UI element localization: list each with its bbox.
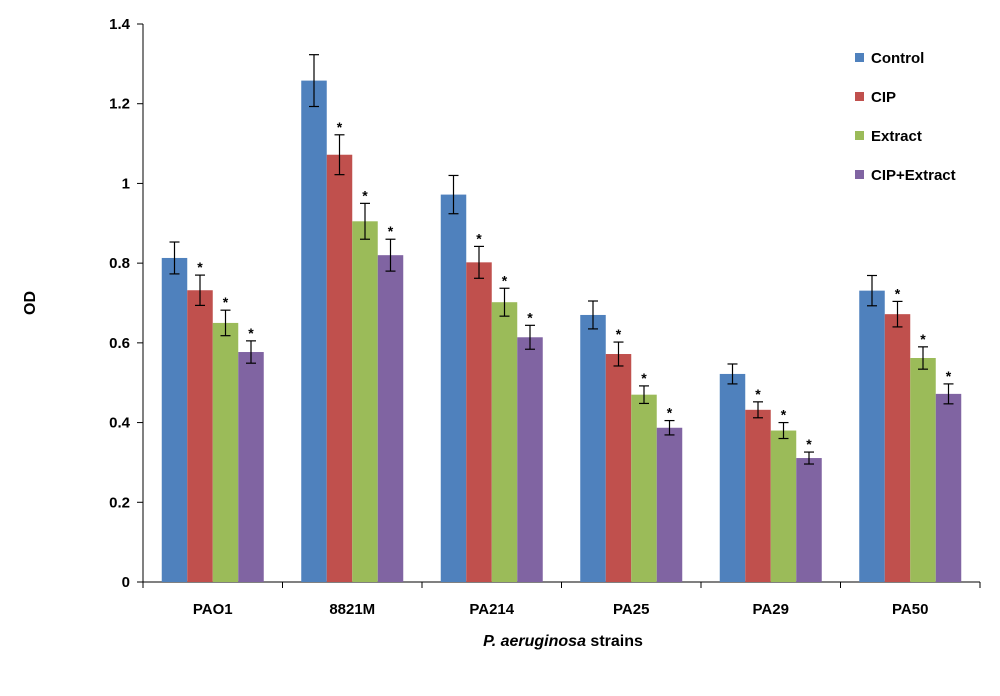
significance-star: * <box>337 119 343 135</box>
bar <box>770 430 797 582</box>
legend-label: CIP+Extract <box>871 167 956 184</box>
y-tick-label: 0.2 <box>109 494 130 511</box>
x-tick-label: PAO1 <box>193 601 233 618</box>
bar <box>884 314 911 582</box>
bar <box>491 302 518 582</box>
error-bars <box>169 54 954 465</box>
bar <box>517 337 543 582</box>
bar-groups <box>161 80 962 583</box>
y-axis <box>137 23 144 583</box>
significance-star: * <box>920 331 926 347</box>
significance-star: * <box>476 230 482 246</box>
x-tick-label: PA50 <box>892 601 928 618</box>
bar <box>212 322 239 582</box>
y-axis-title: OD <box>22 291 39 315</box>
y-tick-label: 0.4 <box>109 415 131 432</box>
y-tick-label: 0.6 <box>109 335 130 352</box>
significance-star: * <box>781 407 787 423</box>
bar <box>910 358 936 582</box>
bar <box>466 262 492 582</box>
significance-markers: * * * * * * * * * * * * * * * * * * <box>197 119 952 452</box>
x-tick-labels: PAO1 8821M PA214 PA25 PA29 PA50 <box>193 601 929 618</box>
legend-swatch <box>855 131 864 140</box>
significance-star: * <box>641 370 647 386</box>
x-tick-label: PA25 <box>613 601 649 618</box>
bar <box>859 290 885 582</box>
significance-star: * <box>527 309 533 325</box>
x-tick-label: PA214 <box>469 601 514 618</box>
bar <box>238 352 264 582</box>
bar <box>580 314 606 582</box>
bar <box>935 393 962 582</box>
y-tick-label: 1.4 <box>109 16 131 33</box>
legend-label: Extract <box>871 128 922 145</box>
x-axis-title: P. aeruginosa strains <box>483 633 643 650</box>
legend-swatch <box>855 92 864 101</box>
bar <box>187 290 213 582</box>
y-tick-label: 0 <box>122 574 130 591</box>
significance-star: * <box>755 386 761 402</box>
legend-label: Control <box>871 50 924 67</box>
x-axis-title-italic: P. aeruginosa <box>483 633 586 650</box>
y-tick-labels: 0 0.2 0.4 0.6 0.8 1 1.2 1.4 <box>109 16 131 591</box>
y-tick-label: 1 <box>122 175 130 192</box>
bar <box>631 394 657 582</box>
significance-star: * <box>806 436 812 452</box>
significance-star: * <box>197 259 203 275</box>
bar <box>440 194 467 583</box>
legend: Control CIP Extract CIP+Extract <box>855 50 956 184</box>
significance-star: * <box>388 223 394 239</box>
bar <box>352 221 378 583</box>
x-axis-title-rest: strains <box>586 633 643 650</box>
x-axis <box>142 581 981 588</box>
bar <box>796 458 822 582</box>
legend-swatch <box>855 170 864 179</box>
significance-star: * <box>362 187 368 203</box>
x-tick-label: 8821M <box>329 601 375 618</box>
y-tick-label: 1.2 <box>109 96 130 113</box>
significance-star: * <box>946 368 952 384</box>
significance-star: * <box>895 285 901 301</box>
bar <box>656 427 683 582</box>
bar <box>326 154 353 582</box>
bar <box>377 255 404 582</box>
y-tick-label: 0.8 <box>109 255 130 272</box>
bar <box>301 80 327 583</box>
bar <box>719 373 746 582</box>
significance-star: * <box>616 326 622 342</box>
bar <box>161 257 188 582</box>
significance-star: * <box>248 325 254 341</box>
significance-star: * <box>667 405 673 421</box>
bar <box>745 409 771 582</box>
significance-star: * <box>502 272 508 288</box>
legend-swatch <box>855 53 864 62</box>
x-tick-label: PA29 <box>753 601 789 618</box>
significance-star: * <box>223 294 229 310</box>
bar <box>605 354 632 582</box>
legend-label: CIP <box>871 89 896 106</box>
